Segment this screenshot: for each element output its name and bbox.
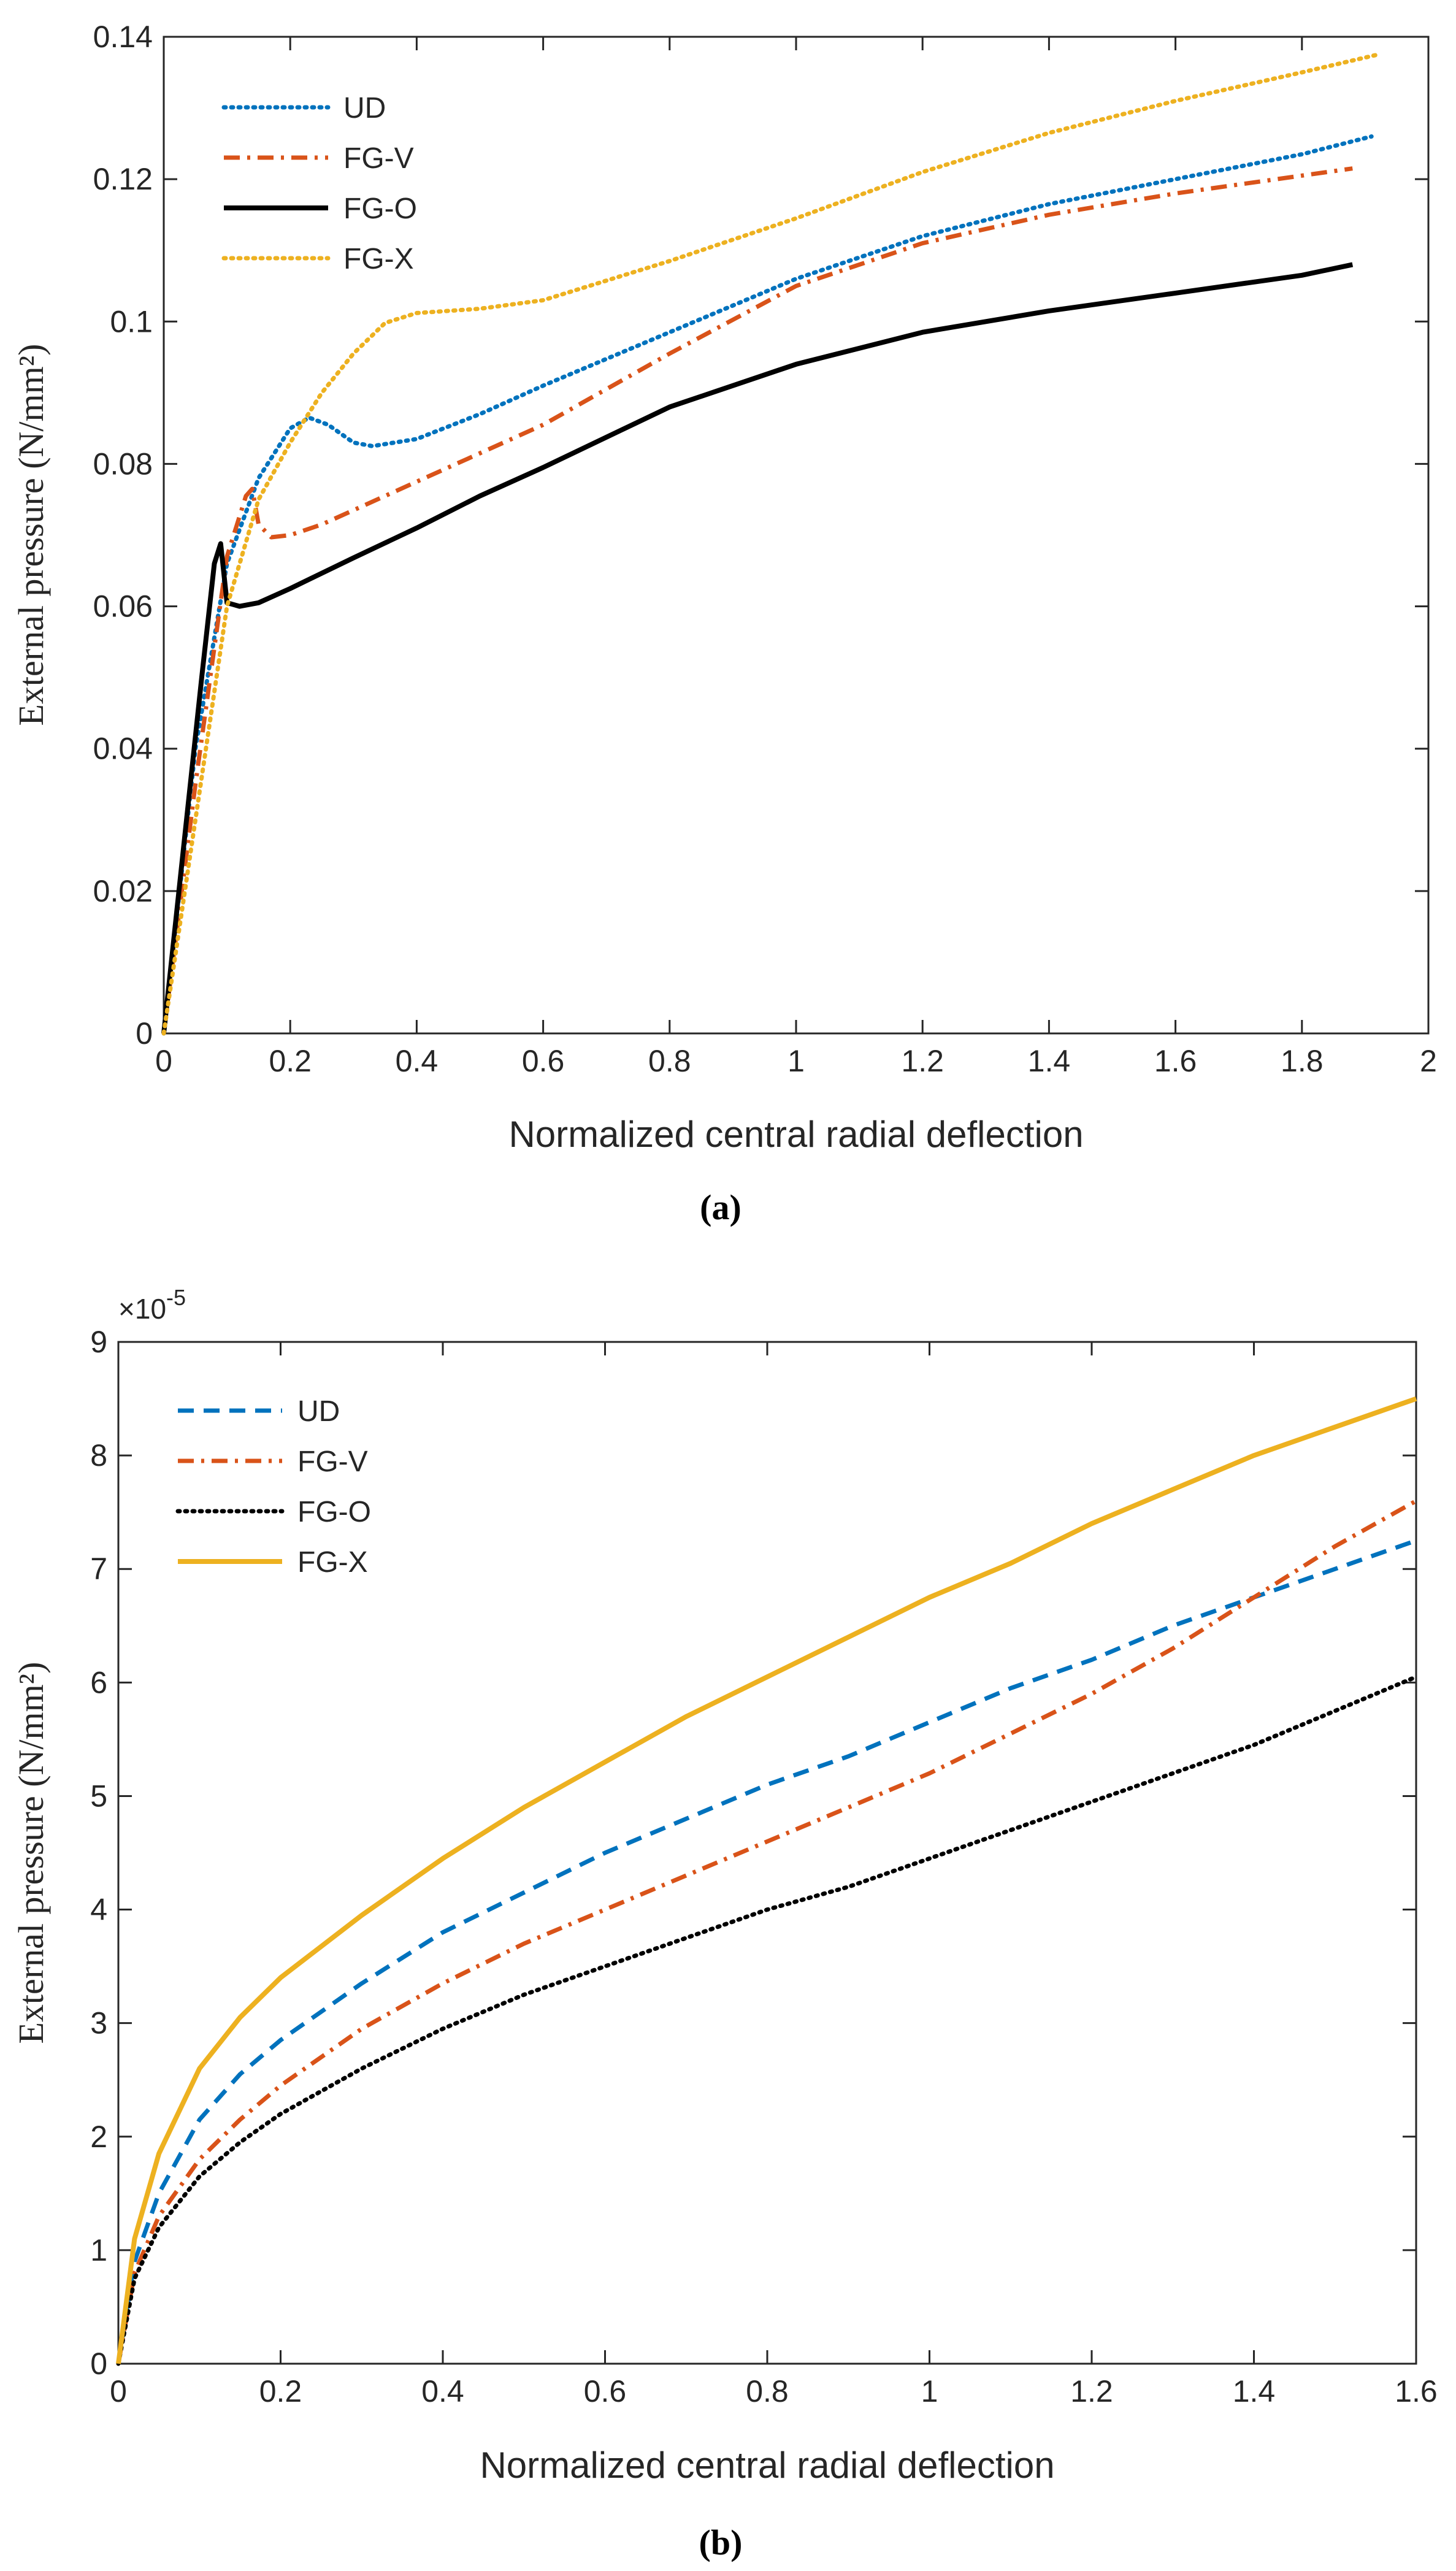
- x-tick-label-a-4: 0.8: [648, 1044, 691, 1078]
- y-tick-label-b-1: 1: [90, 2233, 107, 2267]
- x-tick-label-b-8: 1.6: [1395, 2374, 1438, 2408]
- x-tick-label-a-1: 0.2: [269, 1044, 312, 1078]
- x-tick-label-b-1: 0.2: [259, 2374, 302, 2408]
- y-tick-label-b-4: 4: [90, 1893, 107, 1927]
- y-tick-label-a-1: 0.02: [93, 874, 153, 908]
- y-tick-label-a-3: 0.06: [93, 589, 153, 624]
- x-tick-label-b-4: 0.8: [746, 2374, 789, 2408]
- y-tick-label-b-9: 9: [90, 1325, 107, 1359]
- chart-panel-b: 0 0.2 0.4 0.6 0.8 1 1.2 1.4 1.6 0 1 2 3 4 5 6 7 8 9 UD FG-V…: [11, 1285, 1438, 2562]
- x-tick-label-a-5: 1: [787, 1044, 805, 1078]
- legend-label-a-fg-v: FG-V: [343, 142, 414, 175]
- caption-b-letter: b: [711, 2523, 730, 2562]
- chart-panel-a: 0 0.2 0.4 0.6 0.8 1 1.2 1.4 1.6 1.8 2 0 0.02 0.04 0.06…: [11, 20, 1437, 1227]
- y-axis-label-b: External pressure (N/mm²): [11, 1662, 51, 2044]
- y-tick-label-b-3: 3: [90, 2006, 107, 2040]
- y-tick-label-a-7: 0.14: [93, 20, 153, 54]
- legend-label-a-fg-o: FG-O: [343, 193, 417, 225]
- y-tick-label-a-2: 0.04: [93, 732, 153, 766]
- x-tick-label-a-2: 0.4: [396, 1044, 439, 1078]
- x-tick-label-a-3: 0.6: [522, 1044, 565, 1078]
- y-tick-label-b-8: 8: [90, 1438, 107, 1473]
- y-tick-label-b-6: 6: [90, 1665, 107, 1699]
- y-tick-label-a-6: 0.12: [93, 162, 153, 196]
- y-scale-exponent-b: ×10-5: [118, 1285, 186, 1325]
- y-tick-label-b-7: 7: [90, 1552, 107, 1586]
- x-axis-label-b: Normalized central radial deflection: [480, 2445, 1054, 2486]
- y-tick-label-a-5: 0.1: [110, 304, 153, 339]
- y-tick-label-a-4: 0.08: [93, 446, 153, 481]
- y-scale-base-b: ×10: [118, 1293, 166, 1325]
- y-scale-power-b: -5: [166, 1285, 186, 1310]
- x-tick-label-b-2: 0.4: [421, 2374, 464, 2408]
- y-axis-label-a: External pressure (N/mm²): [11, 344, 51, 726]
- legend-label-b-fg-o: FG-O: [297, 1496, 371, 1528]
- legend-label-b-fg-v: FG-V: [297, 1446, 368, 1478]
- caption-a: (a): [700, 1187, 741, 1227]
- x-tick-label-b-7: 1.4: [1233, 2374, 1276, 2408]
- y-tick-label-b-0: 0: [90, 2347, 107, 2381]
- legend-label-b-ud: UD: [297, 1395, 340, 1428]
- x-tick-label-a-6: 1.2: [901, 1044, 944, 1078]
- x-tick-label-a-10: 2: [1420, 1044, 1437, 1078]
- figure: 0 0.2 0.4 0.6 0.8 1 1.2 1.4 1.6 1.8 2 0 0.02 0.04 0.06…: [0, 0, 1456, 2571]
- x-tick-label-b-6: 1.2: [1070, 2374, 1113, 2408]
- x-tick-label-a-8: 1.6: [1154, 1044, 1197, 1078]
- x-tick-label-a-0: 0: [155, 1044, 172, 1078]
- x-tick-label-b-5: 1: [921, 2374, 938, 2408]
- y-tick-label-b-5: 5: [90, 1779, 107, 1813]
- x-axis-label-a: Normalized central radial deflection: [508, 1114, 1083, 1155]
- y-tick-label-b-2: 2: [90, 2120, 107, 2154]
- x-tick-label-a-9: 1.8: [1281, 1044, 1324, 1078]
- y-tick-label-a-0: 0: [136, 1016, 153, 1051]
- x-tick-label-b-3: 0.6: [584, 2374, 627, 2408]
- legend-label-a-fg-x: FG-X: [343, 243, 414, 275]
- plot-area-b: [118, 1342, 1416, 2364]
- x-tick-label-b-0: 0: [110, 2374, 127, 2408]
- legend-label-a-ud: UD: [343, 92, 386, 125]
- caption-b: (b): [699, 2523, 743, 2562]
- x-tick-label-a-7: 1.4: [1028, 1044, 1071, 1078]
- legend-label-b-fg-x: FG-X: [297, 1546, 368, 1579]
- caption-a-letter: a: [712, 1187, 730, 1227]
- plot-area-a: [164, 37, 1428, 1033]
